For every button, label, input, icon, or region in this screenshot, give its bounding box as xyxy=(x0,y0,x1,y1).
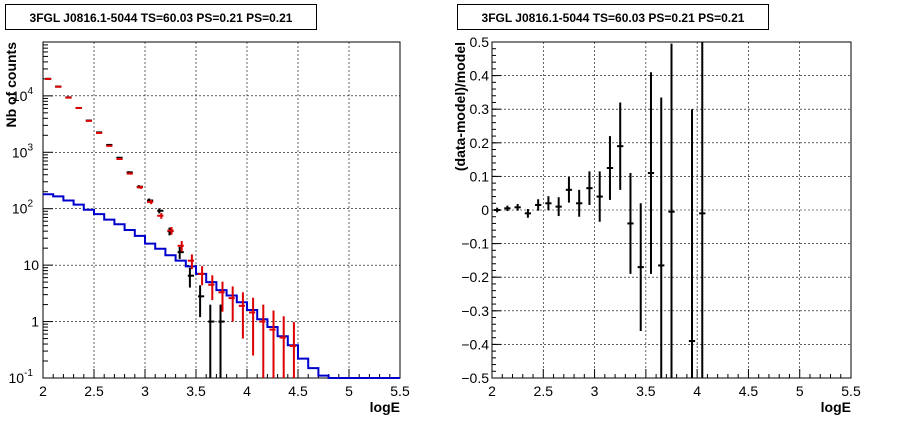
y-tick-label: −0.3 xyxy=(461,303,489,319)
x-tick-label: 2.5 xyxy=(84,383,104,399)
x-axis-title: logE xyxy=(821,399,851,415)
y-axis-title: Nb of counts xyxy=(3,42,19,128)
y-tick-label: −0.4 xyxy=(461,336,489,352)
x-tick-label: 4.5 xyxy=(288,383,308,399)
y-tick-label: 103 xyxy=(12,142,34,160)
y-tick-label: 0.5 xyxy=(470,34,490,50)
y-tick-label: 1 xyxy=(31,314,39,330)
x-tick-label: 2 xyxy=(488,383,496,399)
x-tick-label: 3 xyxy=(591,383,599,399)
x-tick-label: 4 xyxy=(243,383,251,399)
x-axis-title: logE xyxy=(370,399,400,415)
residuals-title: 3FGL J0816.1-5044 TS=60.03 PS=0.21 PS=0.… xyxy=(457,4,769,30)
x-tick-label: 3.5 xyxy=(636,383,656,399)
y-tick-label: 0 xyxy=(481,202,489,218)
residuals-chart: 2 2.5 3 3.5 4 4.5 5 5.5 −0.5 −0.4 −0.3 −0.2 −0.1 0 0.1… xyxy=(452,34,861,415)
y-tick-label: 10-1 xyxy=(9,368,34,386)
x-tick-label: 5 xyxy=(345,383,353,399)
x-tick-label: 3.5 xyxy=(186,383,206,399)
residuals-panel: 3FGL J0816.1-5044 TS=60.03 PS=0.21 PS=0.… xyxy=(449,0,898,421)
y-tick-label: −0.1 xyxy=(461,236,489,252)
y-tick-label: 0.1 xyxy=(470,168,490,184)
y-tick-label: 10 xyxy=(23,257,39,273)
y-tick-label: 0.2 xyxy=(470,135,490,151)
y-axis-title: (data-model)/model xyxy=(452,42,468,171)
counts-title: 3FGL J0816.1-5044 TS=60.03 PS=0.21 PS=0.… xyxy=(5,4,317,30)
y-tick-label: 0.4 xyxy=(470,68,490,84)
x-tick-label: 3 xyxy=(141,383,149,399)
y-tick-label: 0.3 xyxy=(470,101,490,117)
x-tick-label: 2.5 xyxy=(534,383,554,399)
y-tick-label: 102 xyxy=(12,199,34,217)
y-tick-label: −0.5 xyxy=(461,370,489,386)
x-tick-label: 5.5 xyxy=(841,383,861,399)
x-tick-label: 4.5 xyxy=(739,383,759,399)
y-tick-label: −0.2 xyxy=(461,269,489,285)
x-tick-label: 5 xyxy=(796,383,804,399)
x-tick-label: 5.5 xyxy=(390,383,410,399)
x-tick-label: 2 xyxy=(39,383,47,399)
counts-panel: 3FGL J0816.1-5044 TS=60.03 PS=0.21 PS=0.… xyxy=(3,4,410,415)
background-histogram xyxy=(43,193,400,379)
x-tick-label: 4 xyxy=(693,383,701,399)
